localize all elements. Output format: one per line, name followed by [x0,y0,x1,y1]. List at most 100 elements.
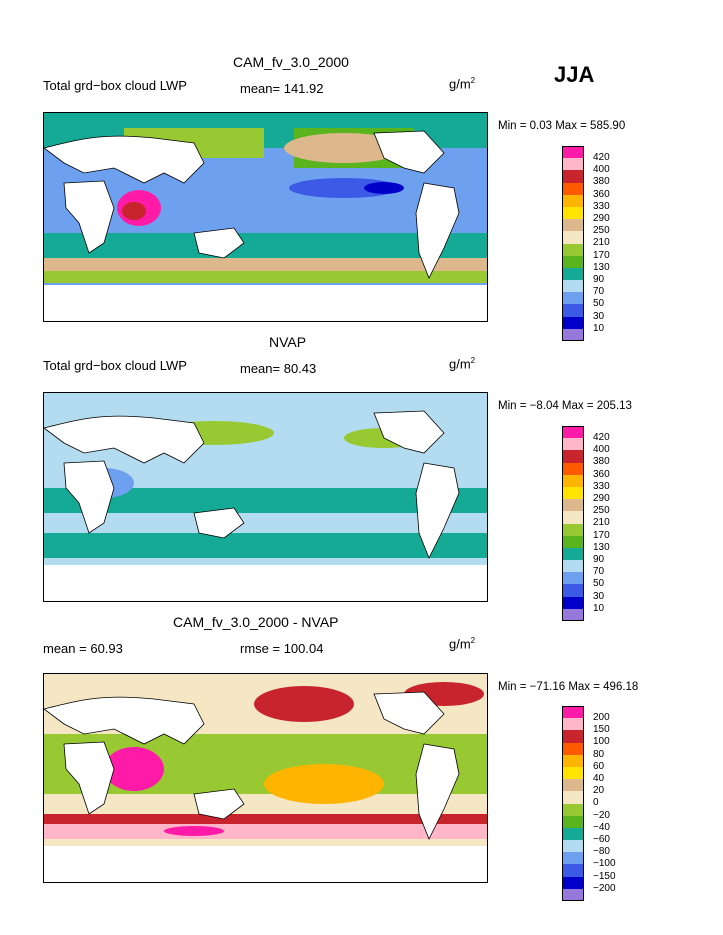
panel3-colorbar [562,706,584,901]
panel3-colorbar-swatch [562,827,584,841]
panel2-colorbar-swatch [562,560,584,573]
panel3-colorbar-swatch [562,815,584,828]
panel1-colorbar-swatch [562,146,584,159]
panel3-colorbar-swatch [562,852,584,865]
panel2-colorbar-swatch [562,511,584,524]
panel1-colorbar-level-label: 210 [593,237,610,249]
panel2-minmax: Min = −8.04 Max = 205.13 [498,400,632,412]
panel1-colorbar-level-label: 360 [593,188,610,200]
panel3-colorbar-level-label: −80 [593,846,610,858]
panel1-minmax: Min = 0.03 Max = 585.90 [498,120,626,132]
panel1-colorbar-level-label: 130 [593,261,610,273]
panel3-colorbar-level-label: −20 [593,809,610,821]
panel2-colorbar-level-label: 250 [593,505,610,517]
panel2-mean: mean= 80.43 [240,361,317,376]
panel3-colorbar-swatch [562,718,584,731]
panel3-rmse: rmse = 100.04 [240,641,324,656]
panel2-colorbar-level-label: 170 [593,529,610,541]
panel3-colorbar-swatch [562,840,584,853]
panel2-colorbar-swatch [562,584,584,597]
panel1-colorbar-level-label: 50 [593,298,605,310]
panel1-colorbar-level-label: 400 [593,164,610,176]
panel1-colorbar-swatch [562,206,584,220]
panel1-colorbar-swatch [562,267,584,281]
panel1-colorbar-swatch [562,182,584,195]
panel3-colorbar-level-label: 150 [593,724,610,736]
panel2-colorbar-level-label: 50 [593,578,605,590]
panel3-colorbar-level-label: 200 [593,712,610,723]
panel2-colorbar-level-label: 90 [593,554,605,566]
panel1-colorbar-swatch [562,170,584,183]
panel2-colorbar-swatch [562,450,584,463]
panel3-colorbar-level-label: −40 [593,821,610,833]
panel1-colorbar-swatch [562,292,584,305]
panel3-colorbar-swatch [562,766,584,780]
panel2-units: g/m2 [449,356,476,372]
panel1-colorbar-swatch [562,255,584,268]
panel2-colorbar-swatch [562,535,584,548]
panel1-colorbar-swatch [562,280,584,293]
panel2-subtitle: Total grd−box cloud LWP [43,358,187,373]
panel3-colorbar-labels: 200 150 100 80 60 40 20 0 −20 −40 −60 −80 −100 −150 −2… [593,712,616,895]
panel3-field [44,674,487,882]
panel2-map [43,392,488,602]
panel1-colorbar-swatch [562,243,584,256]
panel2-colorbar-level-label: 30 [593,590,605,602]
panel3-colorbar-swatch [562,730,584,743]
panel1-colorbar-level-label: 170 [593,249,610,261]
panel2-title: NVAP [269,334,307,350]
panel1-map [43,112,488,322]
panel2-colorbar-level-label: 290 [593,493,610,505]
panel2-colorbar-swatch [562,438,584,451]
panel3-colorbar-level-label: 0 [593,797,599,809]
panel3-colorbar-level-label: −200 [593,882,616,894]
panel3-map [43,673,488,883]
panel1-colorbar-level-label: 30 [593,310,605,322]
panel3-colorbar-level-label: 100 [593,736,610,748]
panel3-colorbar-swatch [562,876,584,889]
panel3-colorbar-level-label: 40 [593,773,605,785]
panel2-field [44,393,487,601]
panel1-colorbar-swatch [562,219,584,232]
panel2-colorbar-swatch [562,426,584,439]
panel2-colorbar-swatch [562,547,584,561]
panel1-colorbar-level-label: 420 [593,152,610,163]
panel1-units: g/m2 [449,76,476,92]
panel3-colorbar-level-label: 20 [593,785,605,797]
panel2-colorbar-swatch [562,523,584,536]
panel2-colorbar-level-label: 380 [593,456,610,468]
panel3-colorbar-level-label: −150 [593,870,616,882]
panel3-colorbar-level-label: 60 [593,760,605,772]
panel3-colorbar-swatch [562,754,584,767]
panel1-colorbar-swatch [562,231,584,244]
panel1-colorbar-swatch [562,316,584,329]
panel2-colorbar-swatch [562,499,584,512]
panel1-colorbar-swatch [562,194,584,207]
panel1-field [44,113,487,321]
panel2-colorbar-level-label: 130 [593,541,610,553]
panel1-subtitle: Total grd−box cloud LWP [43,78,187,93]
panel1-colorbar-level-label: 70 [593,286,605,298]
panel2-colorbar-level-label: 330 [593,480,610,492]
panel2-colorbar-swatch [562,474,584,487]
panel3-colorbar-swatch [562,779,584,792]
panel2-colorbar-swatch [562,572,584,585]
panel3-colorbar-swatch [562,888,584,901]
panel2-colorbar-swatch [562,596,584,609]
panel3-colorbar-swatch [562,791,584,804]
panel3-colorbar-level-label: 80 [593,748,605,760]
panel1-colorbar [562,146,584,341]
panel3-units: g/m2 [449,636,476,652]
panel2-colorbar-swatch [562,486,584,500]
panel1-colorbar-level-label: 250 [593,225,610,237]
panel3-title: CAM_fv_3.0_2000 - NVAP [173,614,339,630]
panel2-colorbar-level-label: 210 [593,517,610,529]
panel3-minmax: Min = −71.16 Max = 496.18 [498,681,639,693]
panel2-colorbar-labels: 420 400 380 360 330 290 250 210 170 130 90 70 50 30 10 [593,432,610,615]
panel1-colorbar-level-label: 290 [593,213,610,225]
panel2-colorbar-level-label: 400 [593,444,610,456]
panel1-colorbar-labels: 420 400 380 360 330 290 250 210 170 130 90 70 50 30 10 [593,152,610,335]
panel1-title: CAM_fv_3.0_2000 [233,54,349,70]
panel2-colorbar-level-label: 70 [593,566,605,578]
panel1-colorbar-swatch [562,304,584,317]
